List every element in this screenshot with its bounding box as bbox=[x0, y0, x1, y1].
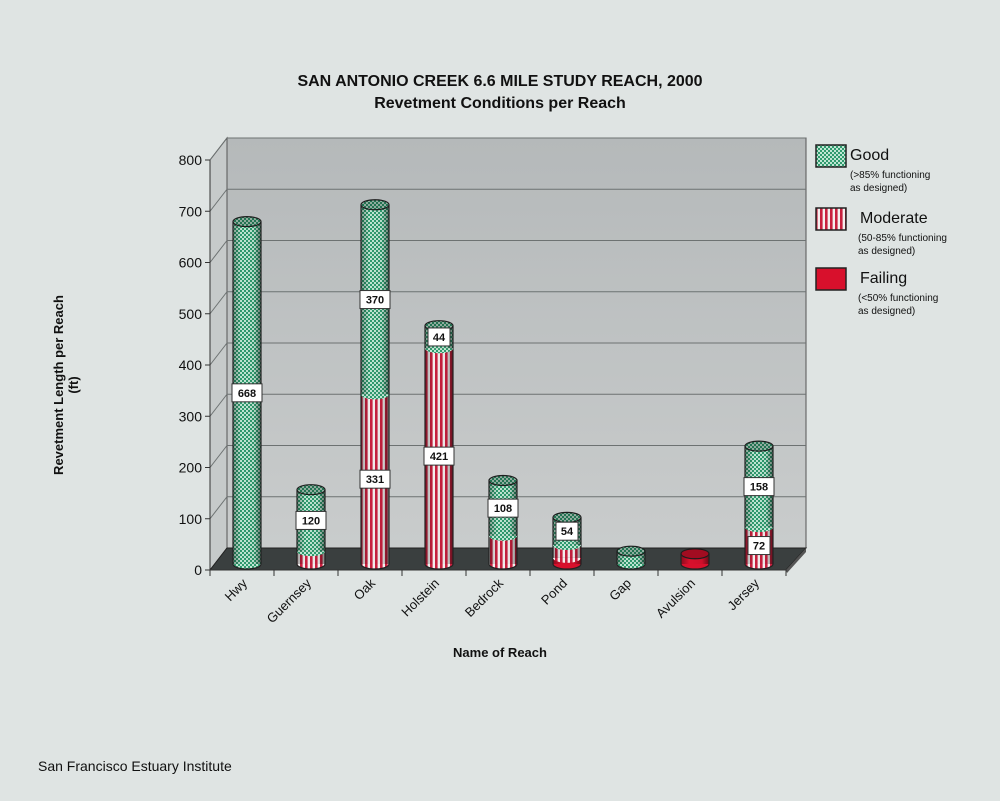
y-tick-label: 800 bbox=[179, 152, 203, 168]
bar-base-rim bbox=[232, 563, 262, 570]
x-tick-label: Oak bbox=[351, 575, 379, 603]
gridline bbox=[209, 445, 228, 468]
bar-base-rim bbox=[488, 563, 518, 570]
x-tick-label: Hwy bbox=[222, 575, 251, 604]
gridline bbox=[209, 393, 228, 417]
data-label-box bbox=[487, 498, 519, 518]
y-tick-label: 300 bbox=[179, 408, 203, 424]
legend-desc-good: (>85% functioning as designed) bbox=[850, 170, 931, 194]
bar-top-cap bbox=[296, 484, 326, 496]
bar-base-rim bbox=[424, 563, 454, 570]
footer-credit: San Francisco Estuary Institute bbox=[38, 758, 232, 774]
gridline bbox=[209, 496, 228, 520]
y-tick-label: 400 bbox=[179, 357, 203, 373]
x-tick-label: Pond bbox=[538, 576, 570, 608]
legend-label-good: Good bbox=[850, 147, 890, 164]
x-tick-label: Avulsion bbox=[653, 576, 698, 621]
bar-segment bbox=[488, 535, 518, 569]
data-label: 668 bbox=[238, 388, 256, 400]
y-tick-label: 600 bbox=[179, 255, 203, 271]
y-tick-label: 100 bbox=[179, 511, 203, 527]
y-tick-label: 700 bbox=[179, 203, 203, 219]
bar-top-cap bbox=[232, 216, 262, 228]
gridline bbox=[209, 188, 228, 212]
bar-top-cap bbox=[360, 199, 390, 211]
y-axis-label: Revetment Length per Reach (ft) bbox=[51, 295, 81, 475]
bar-top-cap bbox=[616, 545, 646, 557]
x-tick-label: Jersey bbox=[724, 575, 762, 613]
chart-subtitle: Revetment Conditions per Reach bbox=[374, 95, 626, 112]
data-label: 370 bbox=[366, 295, 384, 307]
data-label-box bbox=[359, 469, 391, 489]
x-tick-label: Holstein bbox=[398, 576, 442, 620]
gridline bbox=[209, 342, 228, 366]
data-label: 44 bbox=[433, 332, 446, 344]
data-label-box bbox=[295, 510, 327, 530]
data-label-box bbox=[427, 327, 451, 347]
legend-label-failing: Failing bbox=[860, 270, 908, 287]
data-label: 120 bbox=[302, 515, 320, 527]
data-label: 331 bbox=[366, 474, 384, 486]
bar-base-rim bbox=[360, 563, 390, 570]
data-label-box bbox=[423, 446, 455, 466]
bar-base-rim bbox=[296, 563, 326, 570]
bar-top-cap bbox=[680, 548, 710, 560]
data-label: 421 bbox=[430, 451, 448, 463]
bar-base-rim bbox=[616, 563, 646, 570]
legend-desc-failing: (<50% functioning as designed) bbox=[858, 293, 939, 317]
data-label: 54 bbox=[561, 526, 574, 538]
bar-top-cap bbox=[488, 474, 518, 487]
y-tick-label: 200 bbox=[179, 460, 203, 476]
bar-base-rim bbox=[552, 563, 582, 570]
data-label-box bbox=[743, 477, 775, 497]
data-label-box bbox=[359, 290, 391, 310]
data-label: 72 bbox=[753, 541, 765, 553]
legend-label-moderate: Moderate bbox=[860, 210, 928, 227]
data-label: 158 bbox=[750, 482, 768, 494]
y-tick-label: 500 bbox=[179, 306, 203, 322]
data-label-box bbox=[747, 536, 771, 556]
gridline bbox=[209, 291, 228, 315]
bar-top-cap bbox=[744, 440, 774, 452]
data-label: 108 bbox=[494, 503, 512, 515]
floor-edge bbox=[786, 548, 806, 573]
data-label-box bbox=[555, 521, 579, 541]
y-tick-label: 0 bbox=[194, 562, 202, 578]
x-axis-label: Name of Reach bbox=[453, 645, 547, 660]
x-tick-label: Gap bbox=[606, 576, 634, 604]
x-tick-label: Guernsey bbox=[264, 575, 315, 626]
bar-base-rim bbox=[680, 563, 710, 570]
x-tick-label: Bedrock bbox=[462, 575, 507, 620]
gridline bbox=[209, 137, 228, 161]
legend-desc-moderate: (50-85% functioning as designed) bbox=[858, 233, 947, 257]
bar-base-rim bbox=[744, 563, 774, 570]
chart-title: SAN ANTONIO CREEK 6.6 MILE STUDY REACH, … bbox=[297, 73, 703, 90]
gridline bbox=[209, 240, 228, 263]
data-label-box bbox=[231, 383, 263, 403]
